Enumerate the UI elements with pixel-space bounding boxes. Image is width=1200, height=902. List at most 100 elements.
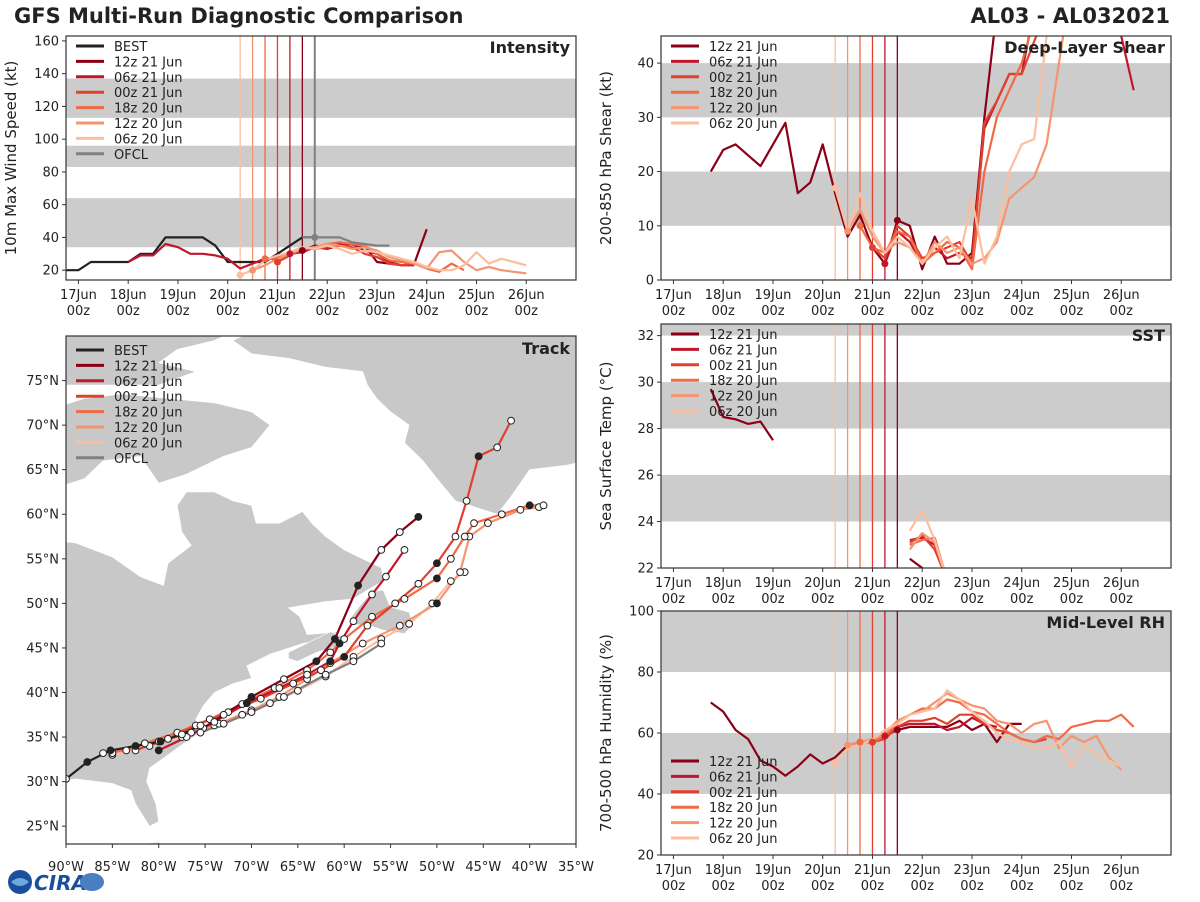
lon-tick-label: 35°W	[558, 860, 594, 875]
track-point-run_18z20	[446, 554, 455, 563]
track-point-run_12z21	[377, 545, 386, 554]
y-tick-label: 30	[637, 376, 654, 391]
lat-tick-label: 25°N	[26, 820, 59, 835]
x-tick-label-date: 18Jun	[705, 576, 742, 591]
track-point-run_00z21	[164, 734, 172, 743]
x-tick-label-date: 18Jun	[110, 288, 147, 303]
x-tick-label-hour: 00z	[662, 304, 686, 319]
legend-label: 18z 20 Jun	[709, 86, 778, 101]
legend-label: 06z 21 Jun	[709, 55, 778, 70]
x-tick-label-hour: 00z	[861, 304, 885, 319]
series-marker-run_00z21	[868, 243, 876, 251]
series-marker-run_06z21	[881, 260, 889, 268]
shade-band	[661, 733, 1171, 794]
track-point-run_12z20	[484, 519, 492, 528]
x-tick-label-hour: 00z	[712, 592, 736, 607]
lat-tick-label: 75°N	[26, 374, 59, 389]
x-tick-label-date: 25Jun	[1053, 288, 1090, 303]
track-point-run_18z20	[525, 501, 534, 510]
legend-label: 12z 21 Jun	[114, 55, 183, 70]
x-tick-label-hour: 00z	[911, 304, 935, 319]
x-tick-label-date: 18Jun	[705, 288, 742, 303]
track-point-ofcl	[247, 708, 256, 716]
track-point-run_18z20	[470, 519, 478, 528]
series-marker-run_18z20	[261, 255, 269, 263]
y-tick-label: 100	[34, 133, 59, 148]
series-marker-run_06z20	[831, 760, 839, 767]
track-point-run_00z21	[433, 559, 441, 568]
x-tick-label-date: 19Jun	[755, 863, 792, 878]
x-tick-label-date: 25Jun	[1053, 863, 1090, 878]
track-point-run_06z21	[349, 617, 358, 626]
x-tick-label-date: 26Jun	[508, 288, 545, 303]
x-tick-label-date: 22Jun	[309, 288, 346, 303]
lat-tick-label: 35°N	[26, 731, 59, 746]
x-tick-label-date: 20Jun	[804, 576, 841, 591]
sst-plot-area	[661, 324, 1171, 568]
track-point-ofcl	[377, 639, 386, 648]
lon-tick-label: 75°W	[187, 860, 223, 875]
track-point-run_12z20	[395, 621, 404, 630]
x-tick-label-date: 26Jun	[1103, 576, 1140, 591]
x-tick-label-date: 23Jun	[954, 863, 991, 878]
x-tick-label-hour: 00z	[761, 304, 785, 319]
track-point-run_12z21	[247, 693, 256, 701]
y-tick-label: 24	[637, 515, 654, 530]
series-line-run_06z21	[884, 716, 998, 737]
panel-title: Track	[522, 339, 570, 358]
track-point-best	[66, 775, 70, 783]
track-point-run_12z20	[99, 749, 107, 757]
legend-label: 12z 20 Jun	[709, 390, 778, 405]
intensity-plot-area	[66, 36, 576, 280]
y-tick-label: 30	[637, 111, 654, 126]
series-line-run_12z21	[909, 557, 924, 568]
y-tick-label: 26	[637, 469, 654, 484]
x-tick-label-date: 21Jun	[854, 863, 891, 878]
x-tick-label-hour: 00z	[960, 879, 984, 894]
series-marker-run_18z20	[856, 222, 864, 230]
track-point-run_18z20	[340, 635, 349, 643]
track-point-run_00z21	[340, 652, 349, 661]
x-tick-label-hour: 00z	[465, 304, 489, 319]
y-tick-label: 22	[637, 562, 654, 577]
series-marker-run_18z20	[856, 738, 864, 746]
track-point-ofcl	[349, 657, 358, 666]
lat-tick-label: 55°N	[26, 552, 59, 567]
logo-text: CIRA	[34, 871, 87, 895]
track-point-run_12z20	[187, 728, 196, 737]
figure-title: GFS Multi-Run Diagnostic Comparison	[14, 4, 464, 28]
lon-tick-label: 45°W	[465, 860, 501, 875]
series-marker-run_06z20	[236, 271, 244, 279]
legend-label: 06z 20 Jun	[709, 405, 778, 420]
y-tick-label: 32	[637, 329, 654, 344]
series-line-run_06z20	[834, 36, 1048, 265]
track-point-run_00z21	[474, 452, 483, 461]
track-point-run_00z21	[451, 532, 460, 541]
y-tick-label: 60	[637, 727, 654, 742]
lon-tick-label: 85°W	[94, 860, 130, 875]
y-tick-label: 100	[629, 605, 654, 620]
x-tick-label-date: 21Jun	[854, 288, 891, 303]
legend-label: 18z 20 Jun	[709, 801, 778, 816]
track-point-ofcl	[280, 693, 288, 701]
legend-label: 00z 21 Jun	[114, 390, 183, 405]
legend-label: BEST	[114, 40, 147, 55]
track-point-run_12z20	[516, 505, 525, 514]
lat-tick-label: 60°N	[26, 508, 59, 523]
track-point-run_18z20	[460, 532, 469, 541]
track-point-run_06z21	[326, 657, 335, 666]
shade-band	[661, 324, 1171, 336]
x-tick-label-date: 19Jun	[160, 288, 197, 303]
shade-band	[66, 198, 576, 248]
x-tick-label-hour: 00z	[316, 304, 340, 319]
track-point-run_12z20	[122, 746, 131, 755]
x-tick-label-hour: 00z	[1060, 879, 1084, 894]
legend-label: 12z 20 Jun	[709, 817, 778, 832]
legend-label: BEST	[114, 344, 147, 359]
legend-label: 06z 21 Jun	[709, 343, 778, 358]
series-marker-run_00z21	[868, 738, 876, 746]
legend-label: 06z 20 Jun	[114, 132, 183, 147]
x-tick-label-hour: 00z	[117, 304, 141, 319]
y-axis-label: 200-850 hPa Shear (kt)	[597, 71, 615, 245]
globe-band	[11, 878, 29, 886]
